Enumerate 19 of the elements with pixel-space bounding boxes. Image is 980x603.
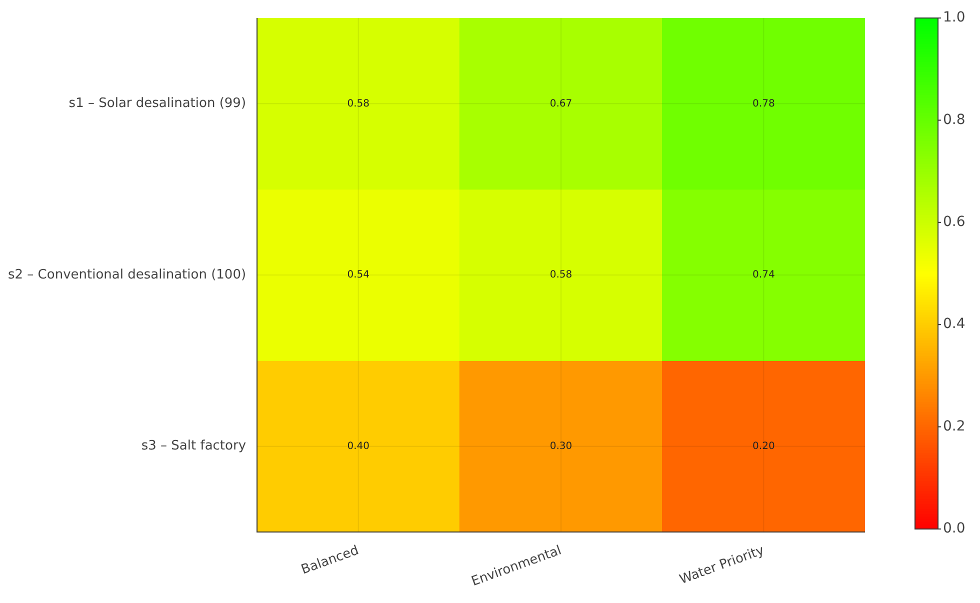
y-tick-label: s1 – Solar desalination (99) [68,96,246,112]
data-label: 0.20 [752,440,775,452]
x-tick-label: Water Priority [678,543,766,588]
data-label: 0.74 [752,270,775,281]
color-bar-label: 0.2 [943,418,966,434]
color-bar-label: 1.0 [943,10,966,26]
data-label: 0.54 [347,270,370,281]
data-label: 0.40 [347,440,370,452]
data-label: 0.78 [752,98,775,110]
y-tick-label: s2 – Conventional desalination (100) [8,267,246,282]
data-label: 0.67 [550,98,572,110]
color-bar-label: 0.4 [943,316,966,332]
data-label: 0.58 [550,270,572,281]
color-bar-label: 0.8 [943,112,966,128]
data-label: 0.58 [347,98,370,110]
color-bar-label: 0.6 [943,214,966,230]
data-label: 0.30 [550,440,572,452]
y-tick-label: s3 – Salt factory [141,438,246,454]
color-bar-label: 0.0 [943,520,966,537]
